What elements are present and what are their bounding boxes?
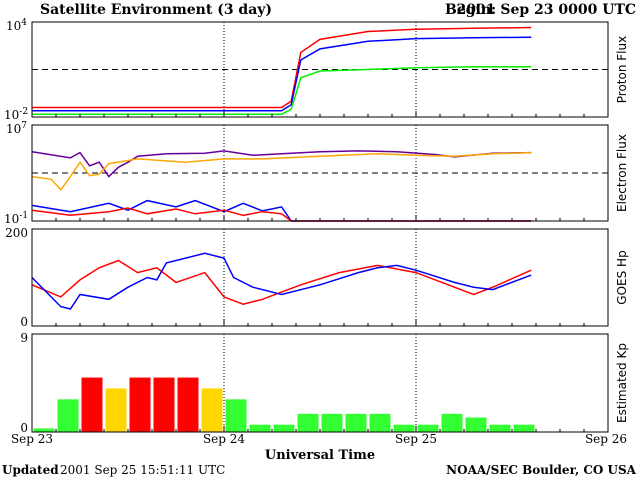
series-orange: [31, 151, 532, 191]
panel-4: 9 0 Estimated Kp: [20, 331, 629, 435]
x-tick-label: Sep 23: [11, 432, 53, 446]
x-tick-label: Sep 26: [585, 432, 627, 446]
y-tick-label: 200: [5, 226, 28, 240]
x-axis-title: Universal Time: [265, 448, 375, 463]
series-red: [31, 207, 532, 222]
series-blue: [32, 36, 532, 112]
y-tick-exponent: 4: [21, 18, 27, 28]
panel-2: 107 10-1 Electron Flux: [4, 121, 629, 226]
kp-bar: [81, 377, 103, 432]
credit: NOAA/SEC Boulder, CO USA: [446, 463, 637, 477]
y-tick-label: 10-1: [4, 211, 28, 226]
panel-3: 200 0 GOES Hp: [5, 226, 629, 329]
kp-bar: [273, 424, 295, 432]
kp-bar: [465, 417, 487, 432]
kp-bar: [249, 424, 271, 432]
y-tick-exponent: -1: [19, 211, 28, 221]
panel-ylabel: GOES Hp: [615, 250, 629, 304]
kp-bar: [105, 388, 127, 432]
panel-frame: [31, 228, 609, 327]
kp-bar: [369, 413, 391, 432]
panel-ylabel: Proton Flux: [615, 36, 629, 103]
updated-label: Updated: [2, 463, 59, 477]
series-blue: [31, 199, 532, 222]
y-tick-label: 0: [20, 315, 28, 329]
panel-ylabel: Electron Flux: [615, 134, 629, 212]
series-purple: [31, 150, 532, 178]
x-tick-label: Sep 24: [203, 432, 245, 446]
y-tick-label: 107: [6, 121, 27, 136]
begin-value: 2001 Sep 23 0000 UTC: [457, 2, 636, 18]
panel-frame: [31, 21, 609, 118]
kp-bar: [441, 413, 463, 432]
panels: 104 10-2 Proton Flux 107 10-1 Electron Flux 20…: [4, 18, 629, 435]
chart-title: Satellite Environment (3 day): [40, 2, 272, 18]
kp-bar: [153, 377, 175, 432]
kp-bar: [513, 424, 535, 432]
kp-bar: [417, 424, 439, 432]
kp-bar: [33, 428, 55, 432]
x-tick-label: Sep 25: [395, 432, 437, 446]
kp-bar: [129, 377, 151, 432]
series-red: [31, 259, 532, 305]
y-tick-label: 10-2: [4, 107, 28, 122]
kp-bar: [321, 413, 343, 432]
kp-bar: [177, 377, 199, 432]
series-blue: [31, 252, 532, 310]
panel-ylabel: Estimated Kp: [615, 343, 629, 423]
kp-bar: [57, 399, 79, 432]
y-tick-label: 104: [6, 18, 27, 33]
x-axis-ticks: Sep 23 Sep 24 Sep 25 Sep 26: [11, 432, 627, 446]
y-tick-label: 0: [20, 421, 28, 435]
kp-bar: [201, 388, 223, 432]
panel-1: 104 10-2 Proton Flux: [4, 18, 629, 122]
series-red: [32, 26, 532, 109]
kp-bar: [225, 399, 247, 432]
series-green: [32, 65, 532, 115]
y-tick-exponent: 7: [21, 121, 27, 131]
kp-bar: [297, 413, 319, 432]
kp-bar: [345, 413, 367, 432]
y-tick-label: 9: [20, 331, 28, 345]
updated-value: 2001 Sep 25 15:51:11 UTC: [60, 463, 225, 477]
begin-label: Begin:: [445, 2, 496, 18]
kp-bar: [489, 424, 511, 432]
y-tick-exponent: -2: [19, 107, 28, 117]
kp-bar: [393, 424, 415, 432]
